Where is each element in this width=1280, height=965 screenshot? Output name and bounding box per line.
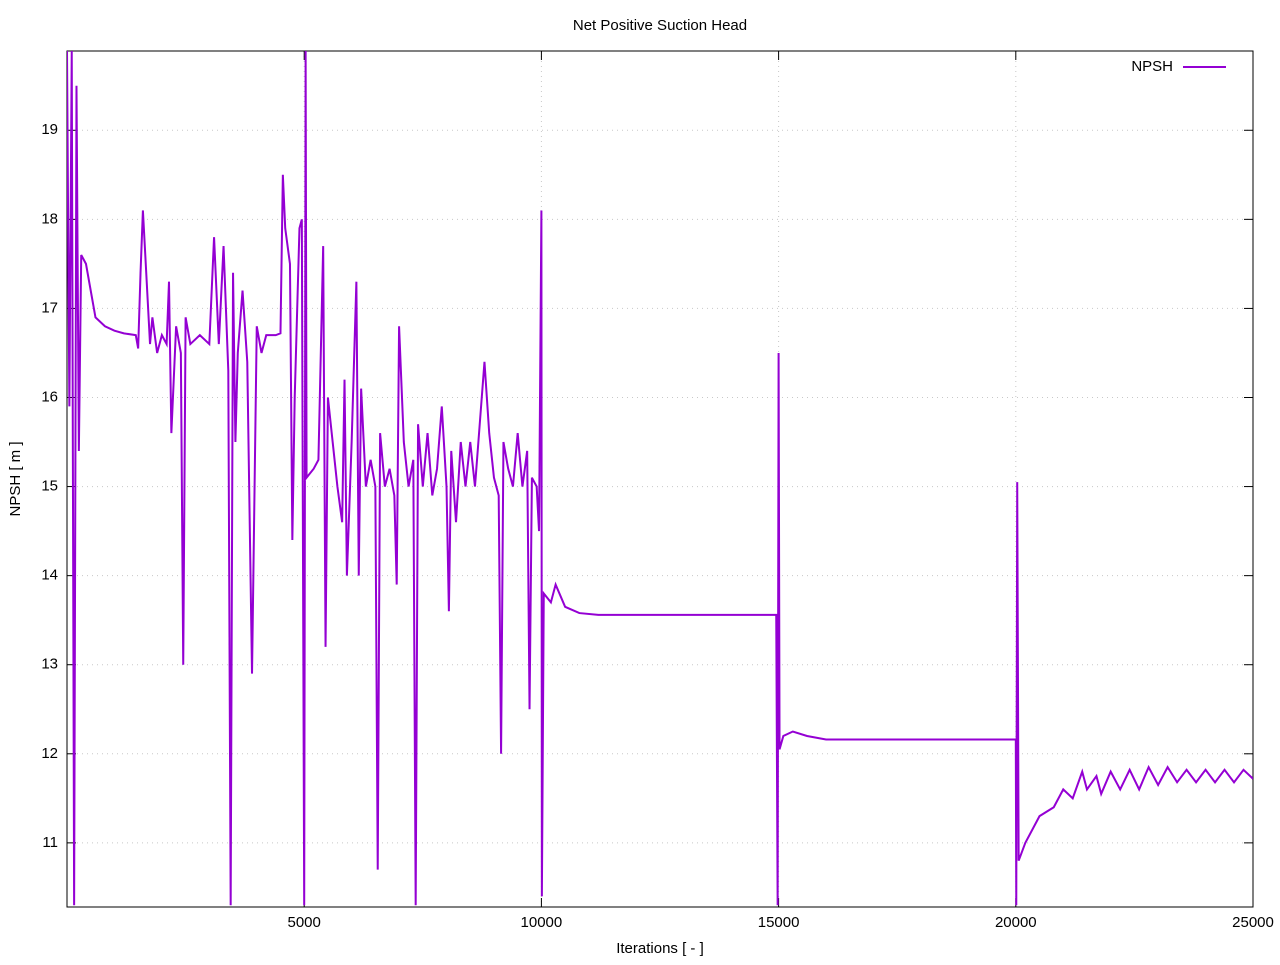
- x-tick-label: 15000: [758, 914, 800, 931]
- x-axis-label: Iterations [ - ]: [616, 940, 704, 957]
- y-tick-label: 16: [41, 388, 58, 405]
- x-tick-label: 5000: [288, 914, 321, 931]
- data-line: [67, 51, 1253, 906]
- legend-label: NPSH: [1131, 58, 1173, 75]
- y-tick-label: 12: [41, 745, 58, 762]
- y-tick-label: 17: [41, 299, 58, 316]
- x-tick-label: 20000: [995, 914, 1037, 931]
- chart-title: Net Positive Suction Head: [573, 17, 747, 34]
- y-tick-label: 19: [41, 121, 58, 138]
- y-tick-label: 15: [41, 478, 58, 495]
- y-axis-label: NPSH [ m ]: [7, 441, 24, 516]
- y-tick-label: 13: [41, 656, 58, 673]
- y-tick-label: 11: [42, 834, 58, 851]
- y-tick-label: 14: [41, 567, 58, 584]
- x-tick-label: 25000: [1232, 914, 1274, 931]
- y-tick-label: 18: [41, 210, 58, 227]
- plot-frame: [66, 50, 1254, 908]
- x-tick-label: 10000: [521, 914, 563, 931]
